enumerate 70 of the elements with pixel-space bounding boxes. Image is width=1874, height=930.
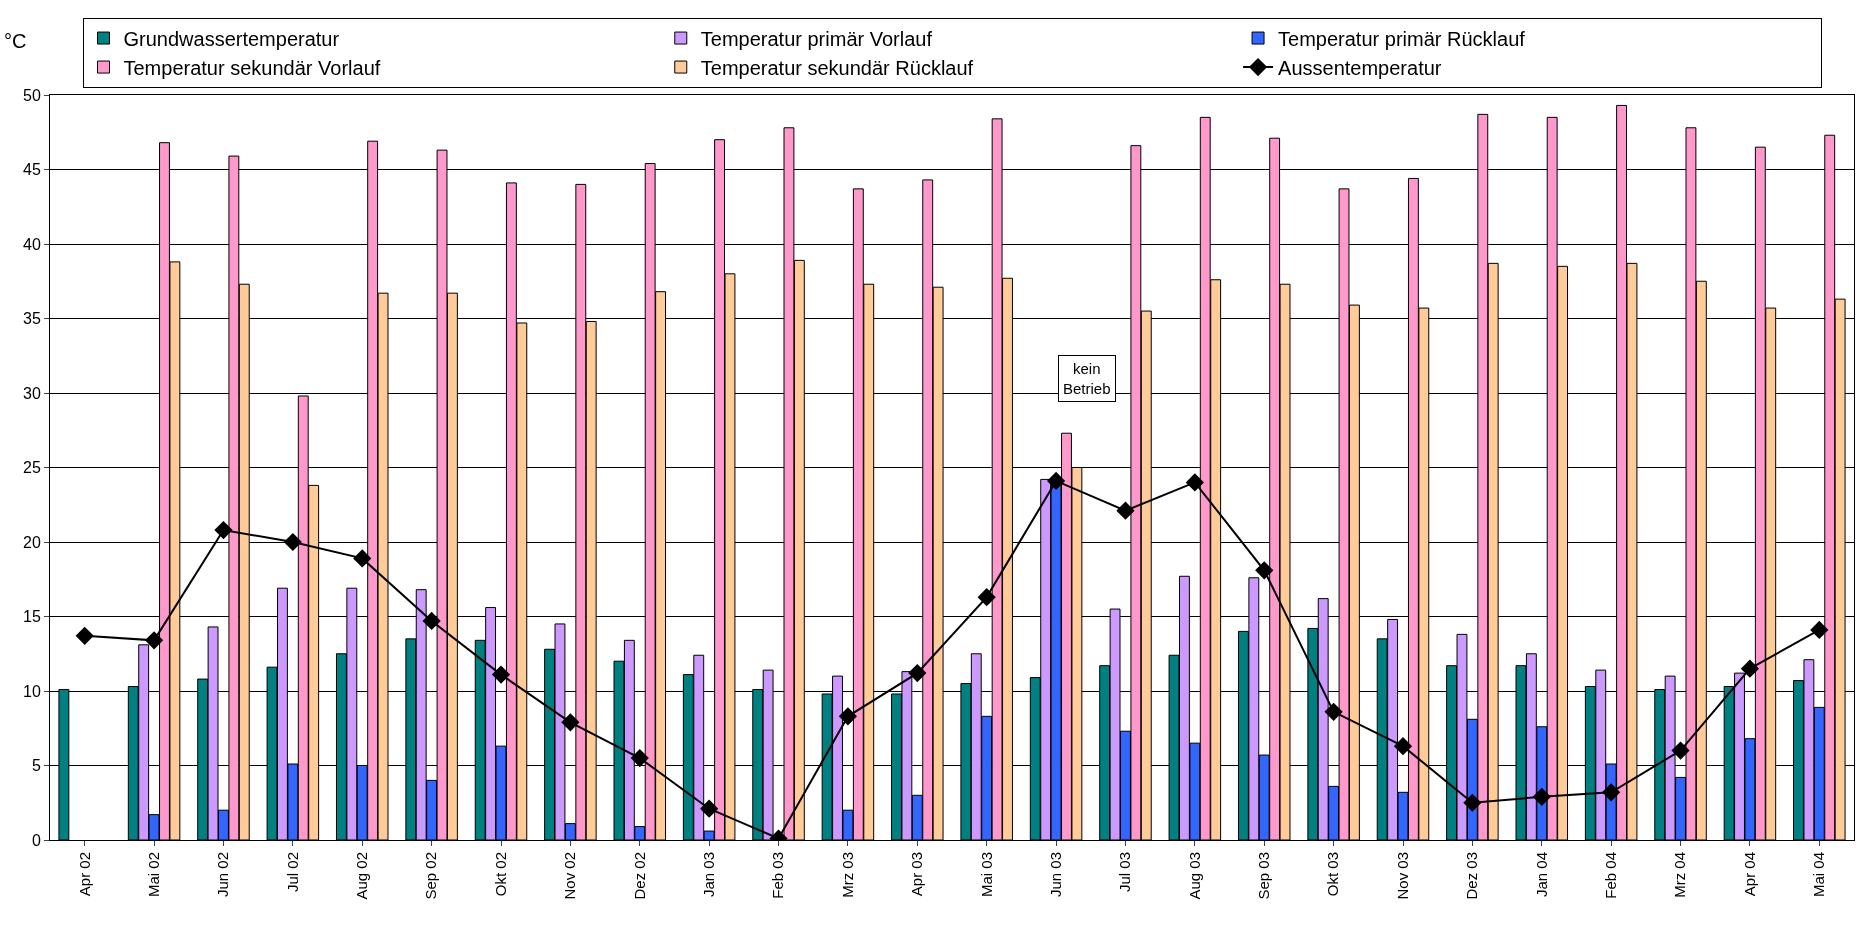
y-tick-label: 10: [23, 682, 41, 700]
x-tick-label: Nov 03: [1393, 852, 1411, 900]
x-tick-label: Mai 03: [977, 852, 995, 898]
point: [1740, 659, 1760, 678]
point: [491, 665, 511, 684]
point: [214, 520, 233, 540]
x-tick-label: Aug 02: [353, 852, 371, 900]
y-tick-label: 0: [31, 831, 41, 849]
point: [908, 664, 927, 683]
point: [1324, 702, 1343, 721]
point: [1255, 561, 1274, 580]
point: [561, 713, 580, 732]
x-tick-label: Jul 02: [283, 852, 301, 893]
x-tick-label: Jun 03: [1046, 852, 1064, 898]
point: [1116, 501, 1135, 520]
point: [977, 588, 996, 607]
legend-label: Aussentemperatur: [1278, 56, 1442, 79]
x-tick-label: Mai 04: [1810, 852, 1828, 898]
point: [1185, 473, 1204, 492]
y-tick-label: 40: [23, 235, 41, 253]
legend-label: Grundwassertemperatur: [123, 27, 340, 50]
point: [353, 549, 372, 568]
x-tick-label: Mrz 03: [838, 852, 856, 898]
x-tick-label: Feb 04: [1602, 852, 1620, 899]
x-tick-label: Nov 02: [561, 852, 579, 900]
point: [1046, 471, 1066, 491]
annotation: kein Betrieb: [1063, 360, 1111, 397]
x-tick-label: Sep 02: [422, 852, 440, 900]
x-tick-label: Dez 03: [1463, 852, 1481, 900]
y-axis-title: °C: [4, 30, 27, 52]
point: [700, 799, 719, 818]
point: [1602, 783, 1621, 802]
point: [1671, 741, 1690, 760]
y-tick-label: 5: [31, 757, 41, 775]
x-tick-label: Mai 02: [144, 852, 162, 898]
legend-label: Temperatur sekundär Vorlauf: [123, 56, 381, 79]
x-tick-label: Aug 03: [1185, 852, 1203, 900]
legend-label: Temperatur primär Rücklauf: [1278, 27, 1526, 50]
x-tick-label: Okt 02: [491, 852, 509, 897]
x-tick-label: Jun 02: [214, 852, 232, 898]
point: [1463, 793, 1482, 812]
point: [1393, 737, 1413, 756]
x-tick-label: Dez 02: [630, 852, 648, 900]
point: [283, 532, 302, 552]
point: [1810, 620, 1829, 640]
legend-label: Temperatur primär Vorlauf: [700, 27, 933, 50]
x-tick-label: Jan 03: [700, 852, 718, 898]
y-tick-label: 20: [23, 533, 41, 551]
point: [144, 631, 164, 650]
y-tick-label: 45: [23, 161, 41, 179]
y-tick-label: 50: [23, 86, 41, 104]
y-tick-label: 25: [23, 459, 41, 477]
x-tick-label: Apr 04: [1740, 852, 1758, 897]
point: [1532, 787, 1551, 806]
y-tick-label: 30: [23, 384, 41, 402]
point: [630, 748, 649, 768]
legend-label: Temperatur sekundär Rücklauf: [700, 56, 974, 79]
x-tick-label: Apr 02: [75, 852, 93, 897]
x-tick-label: Jul 03: [1116, 852, 1134, 893]
point: [75, 626, 94, 645]
x-tick-label: Feb 03: [769, 852, 787, 899]
x-tick-label: Jan 04: [1532, 852, 1550, 898]
y-tick-label: 15: [23, 608, 41, 626]
x-tick-label: Apr 03: [908, 852, 926, 897]
x-tick-label: Okt 03: [1324, 852, 1342, 897]
point: [838, 707, 858, 726]
x-tick-label: Sep 03: [1255, 852, 1273, 900]
point: [422, 611, 441, 631]
x-tick-label: Mrz 04: [1671, 852, 1689, 898]
y-tick-label: 35: [23, 310, 41, 328]
